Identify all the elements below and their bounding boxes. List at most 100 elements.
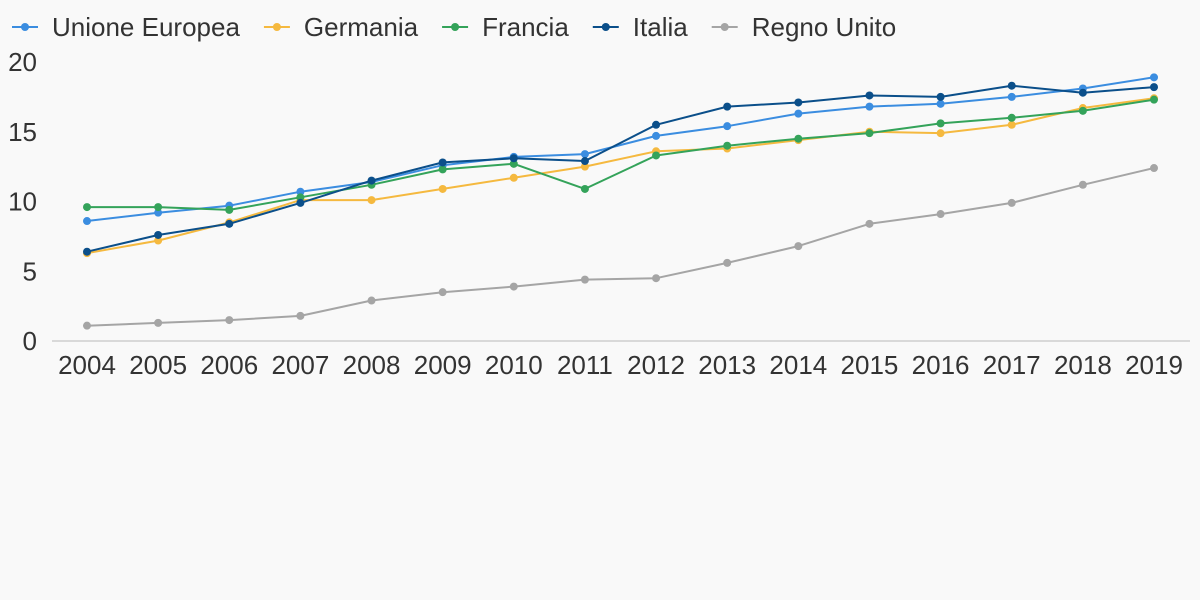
data-point-italia-2009[interactable] (438, 158, 447, 167)
data-point-italia-2017[interactable] (1007, 81, 1016, 90)
data-point-unione-europea-2004[interactable] (83, 217, 91, 226)
data-point-germania-2005[interactable] (154, 236, 163, 245)
data-point-regno-unito-2019[interactable] (1150, 164, 1158, 173)
data-point-italia-2015[interactable] (865, 91, 874, 100)
x-tick-label: 2006 (200, 350, 258, 380)
legend-swatch-marker (720, 23, 729, 31)
x-tick-label: 2013 (698, 350, 756, 380)
data-point-francia-2007[interactable] (296, 193, 305, 202)
data-point-regno-unito-2010[interactable] (509, 282, 518, 291)
data-point-italia-2014[interactable] (794, 98, 803, 107)
data-point-germania-2009[interactable] (438, 184, 447, 193)
legend-item-francia[interactable]: Francia (442, 12, 569, 42)
data-point-francia-2009[interactable] (438, 165, 447, 174)
data-point-italia-2005[interactable] (154, 230, 163, 239)
data-point-unione-europea-2011[interactable] (580, 150, 589, 159)
series-line-francia (87, 98, 1155, 211)
data-point-regno-unito-2012[interactable] (652, 274, 661, 283)
data-point-italia-2006[interactable] (225, 219, 234, 228)
data-point-francia-2010[interactable] (509, 159, 518, 168)
data-point-francia-2011[interactable] (580, 184, 589, 193)
legend-swatch-marker (21, 23, 29, 31)
series-line-italia (86, 84, 1155, 253)
y-tick-label: 5 (23, 256, 37, 286)
data-point-italia-2013[interactable] (723, 102, 732, 111)
data-point-regno-unito-2017[interactable] (1007, 198, 1016, 207)
data-point-regno-unito-2016[interactable] (936, 210, 945, 219)
data-point-francia-2017[interactable] (1007, 113, 1016, 122)
legend-label: Germania (304, 12, 419, 42)
data-point-regno-unito-2013[interactable] (723, 258, 732, 267)
series-line-regno-unito (86, 167, 1155, 327)
data-point-italia-2008[interactable] (367, 176, 376, 185)
data-point-francia-2004[interactable] (83, 203, 91, 212)
legend-swatch-marker (272, 23, 281, 31)
data-point-unione-europea-2013[interactable] (723, 122, 732, 131)
data-point-germania-2011[interactable] (580, 162, 589, 171)
data-point-francia-2005[interactable] (154, 203, 163, 212)
x-tick-label: 2018 (1054, 350, 1112, 380)
legend-label: Italia (633, 12, 688, 42)
data-point-unione-europea-2016[interactable] (936, 99, 945, 108)
legend-label: Unione Europea (52, 12, 240, 42)
series-line-unione-europea (86, 76, 1155, 222)
legend: Unione Europea Germania Francia Italia Regno… (12, 12, 896, 42)
data-point-regno-unito-2015[interactable] (865, 219, 874, 228)
x-tick-label: 2015 (841, 350, 899, 380)
x-tick-label: 2019 (1125, 350, 1183, 380)
legend-label: Francia (482, 12, 569, 42)
data-point-italia-2016[interactable] (936, 92, 945, 101)
legend-item-unione-europea[interactable]: Unione Europea (12, 12, 240, 42)
data-point-francia-2018[interactable] (1078, 106, 1087, 115)
legend-swatch-marker (451, 23, 460, 31)
data-point-italia-2019[interactable] (1150, 83, 1158, 92)
data-point-francia-2019[interactable] (1150, 95, 1158, 104)
data-point-regno-unito-2007[interactable] (296, 311, 305, 320)
data-point-italia-2012[interactable] (652, 120, 661, 129)
data-point-regno-unito-2006[interactable] (225, 316, 234, 325)
legend-item-regno-unito[interactable]: Regno Unito (711, 12, 897, 42)
data-point-germania-2010[interactable] (509, 173, 518, 182)
data-point-francia-2016[interactable] (936, 119, 945, 128)
data-point-francia-2013[interactable] (723, 141, 732, 150)
data-point-unione-europea-2012[interactable] (652, 131, 661, 140)
data-point-unione-europea-2015[interactable] (865, 102, 874, 111)
data-point-francia-2014[interactable] (794, 134, 803, 143)
data-point-unione-europea-2019[interactable] (1150, 73, 1158, 82)
data-point-unione-europea-2007[interactable] (296, 187, 305, 196)
series-unione-europea (83, 73, 1158, 226)
legend-item-germania[interactable]: Germania (263, 12, 419, 42)
data-point-germania-2016[interactable] (936, 129, 945, 138)
x-tick-label: 2004 (58, 350, 116, 380)
data-point-germania-2017[interactable] (1007, 120, 1016, 129)
data-point-regno-unito-2014[interactable] (794, 242, 803, 251)
x-tick-label: 2010 (485, 350, 543, 380)
y-tick-label: 0 (23, 326, 37, 356)
data-point-francia-2006[interactable] (225, 205, 234, 214)
data-point-italia-2018[interactable] (1078, 88, 1087, 97)
data-point-regno-unito-2005[interactable] (154, 318, 163, 327)
data-point-regno-unito-2009[interactable] (438, 288, 447, 297)
legend-item-italia[interactable]: Italia (592, 12, 688, 42)
x-tick-label: 2016 (912, 350, 970, 380)
data-point-italia-2010[interactable] (509, 154, 518, 163)
x-tick-label: 2008 (343, 350, 401, 380)
data-point-regno-unito-2011[interactable] (580, 275, 589, 284)
legend-label: Regno Unito (752, 12, 897, 42)
data-point-regno-unito-2008[interactable] (367, 296, 376, 305)
data-point-regno-unito-2018[interactable] (1078, 180, 1087, 189)
x-tick-label: 2005 (129, 350, 187, 380)
data-point-regno-unito-2004[interactable] (83, 321, 91, 330)
data-point-italia-2007[interactable] (296, 198, 305, 207)
data-point-italia-2011[interactable] (580, 157, 589, 166)
data-point-unione-europea-2005[interactable] (154, 208, 163, 217)
data-point-unione-europea-2017[interactable] (1007, 92, 1016, 101)
y-tick-label: 15 (8, 117, 37, 147)
data-point-italia-2004[interactable] (83, 247, 91, 256)
y-tick-label: 10 (8, 187, 37, 217)
data-point-francia-2012[interactable] (652, 151, 661, 160)
data-point-francia-2015[interactable] (865, 129, 874, 138)
data-point-germania-2008[interactable] (367, 196, 376, 205)
data-point-unione-europea-2014[interactable] (794, 109, 803, 118)
